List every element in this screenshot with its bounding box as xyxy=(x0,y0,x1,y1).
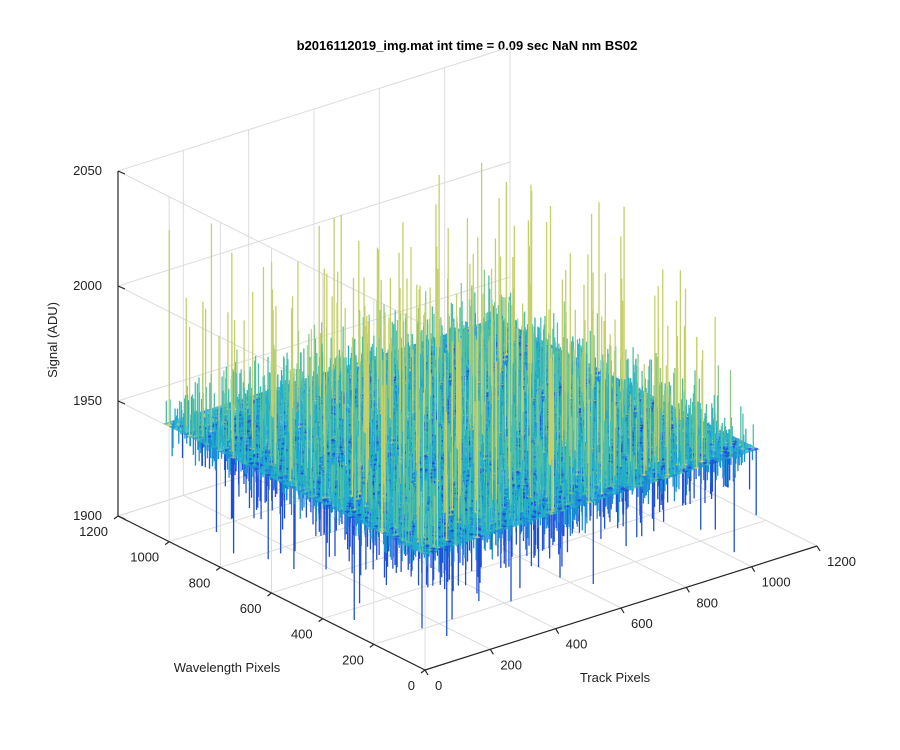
surface-cell xyxy=(204,440,212,443)
floor-grid-line xyxy=(373,519,766,645)
wall-grid-line xyxy=(117,46,511,172)
surface xyxy=(163,162,760,636)
surface-cell xyxy=(181,428,188,432)
wall-grid-line xyxy=(117,161,511,287)
floor-grid-line xyxy=(322,494,715,620)
wall-grid-line xyxy=(117,170,426,326)
surface-cell xyxy=(186,434,193,437)
chart-title: b2016112019_img.mat int time = 0.09 sec … xyxy=(297,38,638,53)
surface-cell xyxy=(189,435,196,439)
surface-cell xyxy=(278,416,286,420)
